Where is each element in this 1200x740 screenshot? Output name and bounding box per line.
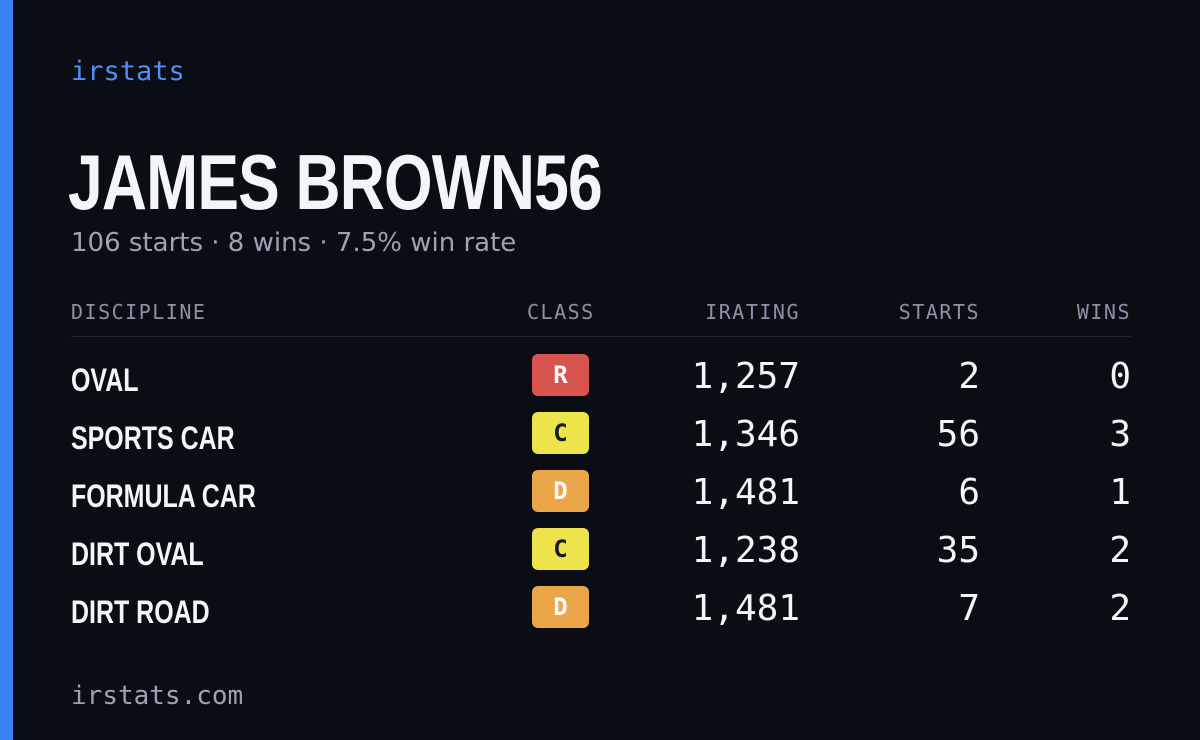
table-row: FORMULA CAR D 1,481 6 1: [71, 470, 1131, 528]
wins-value: 2: [1109, 588, 1131, 629]
starts-value: 7: [958, 588, 980, 629]
discipline-name: DIRT OVAL: [71, 536, 204, 572]
license-class-badge: R: [532, 354, 589, 396]
table-header: DISCIPLINE CLASS IRATING STARTS WINS: [71, 298, 1131, 337]
wins-value: 3: [1109, 414, 1131, 455]
starts-value: 2: [958, 356, 980, 397]
discipline-name: SPORTS CAR: [71, 420, 235, 456]
wins-value: 0: [1109, 356, 1131, 397]
starts-value: 56: [936, 414, 980, 455]
irating-value: 1,257: [691, 356, 800, 397]
license-class-badge: D: [532, 586, 589, 628]
header-class: CLASS: [527, 300, 595, 324]
license-class-badge: C: [532, 412, 589, 454]
irating-value: 1,481: [691, 472, 800, 513]
wins-value: 1: [1109, 472, 1131, 513]
header-discipline: DISCIPLINE: [71, 300, 207, 324]
discipline-name: DIRT ROAD: [71, 594, 210, 630]
accent-bar: [0, 0, 13, 740]
license-class-badge: D: [532, 470, 589, 512]
wins-value: 2: [1109, 530, 1131, 571]
table-row: DIRT OVAL C 1,238 35 2: [71, 528, 1131, 586]
irating-value: 1,238: [691, 530, 800, 571]
footer-domain-link[interactable]: irstats.com: [71, 681, 244, 711]
table-row: DIRT ROAD D 1,481 7 2: [71, 586, 1131, 644]
starts-value: 35: [936, 530, 980, 571]
irating-value: 1,346: [691, 414, 800, 455]
table-row: OVAL R 1,257 2 0: [71, 354, 1131, 412]
header-starts: STARTS: [898, 300, 980, 324]
discipline-name: FORMULA CAR: [71, 478, 256, 514]
career-summary: 106 starts · 8 wins · 7.5% win rate: [71, 228, 517, 258]
license-class-badge: C: [532, 528, 589, 570]
header-wins: WINS: [1076, 300, 1131, 324]
starts-value: 6: [958, 472, 980, 513]
header-irating: IRATING: [705, 300, 800, 324]
brand-logo-text: irstats: [71, 56, 185, 87]
discipline-name: OVAL: [71, 362, 139, 398]
irating-value: 1,481: [691, 588, 800, 629]
table-row: SPORTS CAR C 1,346 56 3: [71, 412, 1131, 470]
player-name: JAMES BROWN56: [68, 138, 603, 226]
